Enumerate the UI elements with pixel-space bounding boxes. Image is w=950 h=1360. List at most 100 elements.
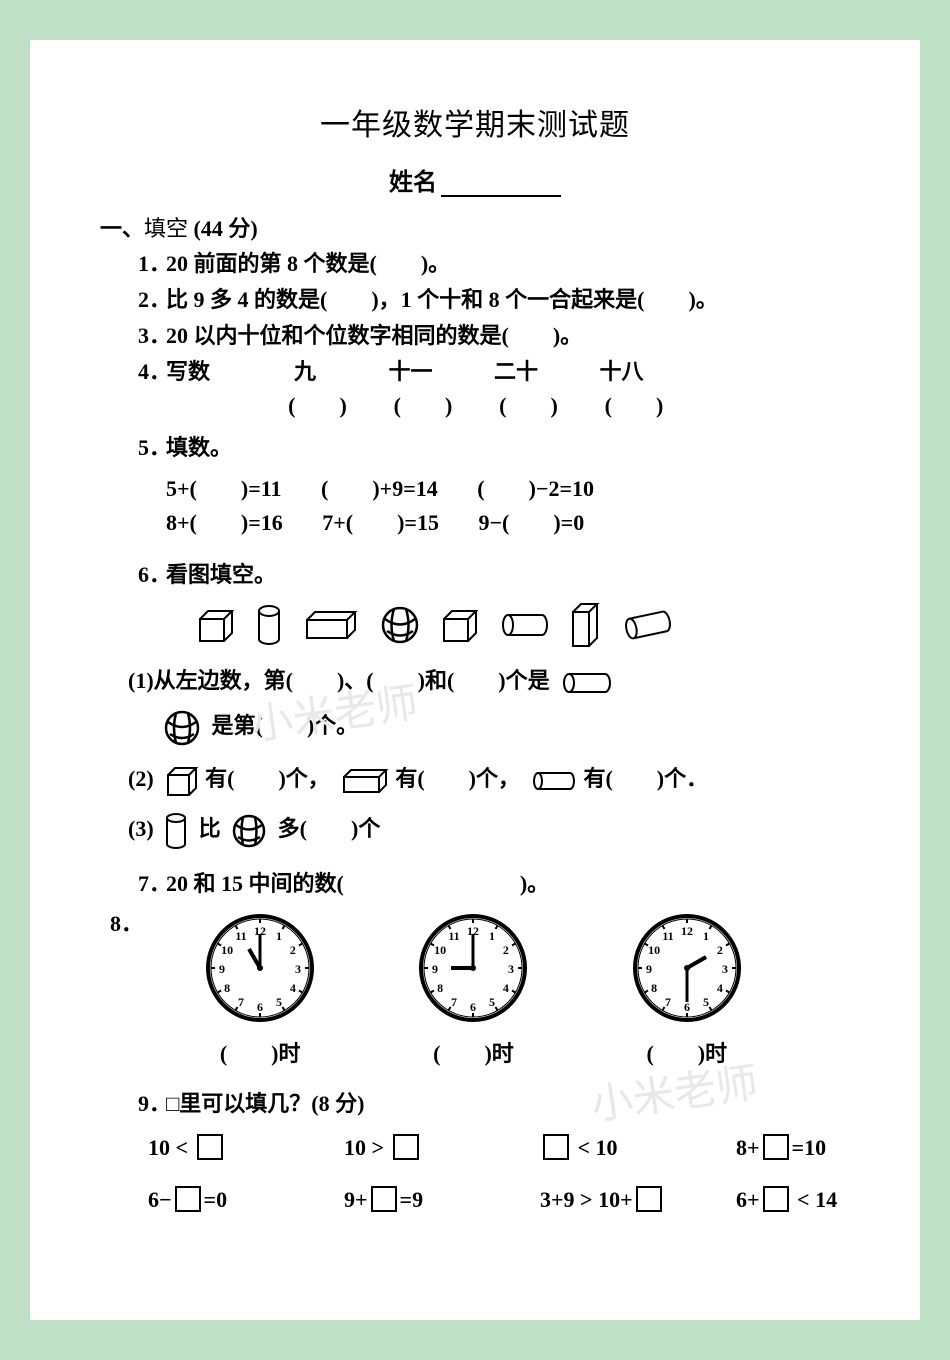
q9-cell: 6+ < 14 — [736, 1183, 876, 1217]
fill-box — [371, 1186, 397, 1212]
svg-text:3: 3 — [722, 962, 728, 976]
fill-box — [175, 1186, 201, 1212]
svg-text:3: 3 — [295, 962, 301, 976]
q-label: □里可以填几？(8 分) — [166, 1091, 364, 1116]
clock-icon: 121234567891011 — [205, 913, 315, 1023]
question-6: 6．看图填空。 (1)从左边数，第( )、( — [138, 558, 850, 851]
name-label: 姓名 — [389, 170, 437, 196]
clock-icon: 121234567891011 — [632, 913, 742, 1023]
sub-text: (1)从左边数，第( )、( )和( )个是 — [128, 668, 550, 693]
q-text: 20 前面的第 8 个数是( )。 — [166, 251, 450, 276]
equation: 5+( )=11 — [166, 476, 282, 501]
word: 二十 — [466, 355, 566, 389]
cube-icon — [438, 605, 480, 645]
equation: ( )+9=14 — [321, 476, 438, 501]
svg-text:1: 1 — [489, 929, 495, 943]
section-points: (44 分) — [188, 216, 258, 241]
cylinder-icon — [254, 603, 284, 647]
sub-text: 有( )个， — [205, 766, 330, 791]
clock-label: ( )时 — [632, 1037, 742, 1071]
q9-grid: 10 < 10 > < 108+=10 6−=09+=93+9 > 10+6+ <… — [148, 1131, 850, 1217]
question-3: 3．20 以内十位和个位数字相同的数是( )。 — [138, 319, 850, 353]
sub-text: 有( )个． — [583, 766, 708, 791]
blank: ( ) — [584, 389, 684, 423]
fill-box — [763, 1186, 789, 1212]
question-8: 8． 121234567891011 ( )时 121234567891011 … — [110, 907, 850, 1073]
ball-icon — [379, 604, 421, 646]
q-num: 9． — [138, 1087, 166, 1121]
q-num: 6． — [138, 558, 166, 592]
svg-text:5: 5 — [703, 995, 709, 1009]
sub-num: (2) — [128, 766, 154, 791]
clock-item: 121234567891011 ( )时 — [632, 913, 742, 1071]
svg-text:9: 9 — [646, 962, 652, 976]
sub-text: 比 — [199, 816, 221, 841]
svg-text:11: 11 — [662, 929, 673, 943]
clocks-row: 121234567891011 ( )时 121234567891011 ( )… — [154, 913, 794, 1071]
q-num: 4． — [138, 355, 166, 389]
q9-row: 10 < 10 > < 108+=10 — [148, 1131, 850, 1165]
cylinder-lying-icon — [619, 608, 677, 642]
svg-text:1: 1 — [703, 929, 709, 943]
q9-cell: 6−=0 — [148, 1183, 288, 1217]
svg-text:4: 4 — [717, 981, 723, 995]
cuboid-icon — [301, 608, 361, 642]
svg-text:2: 2 — [717, 943, 723, 957]
blank: ( ) — [373, 389, 473, 423]
svg-text:11: 11 — [449, 929, 460, 943]
svg-text:9: 9 — [219, 962, 225, 976]
q-num: 2． — [138, 283, 166, 317]
equation: ( )−2=10 — [477, 476, 594, 501]
q6-sub1: (1)从左边数，第( )、( )和( )个是 — [128, 664, 850, 698]
svg-text:5: 5 — [276, 995, 282, 1009]
word: 十八 — [572, 355, 672, 389]
question-1: 1．20 前面的第 8 个数是( )。 — [138, 247, 850, 281]
svg-text:2: 2 — [503, 943, 509, 957]
q6-sub3: (3) 比 多( )个 — [128, 811, 850, 851]
svg-text:5: 5 — [489, 995, 495, 1009]
cylinder-lying-icon — [498, 610, 552, 640]
svg-text:12: 12 — [681, 924, 693, 938]
q9-cell: < 10 — [540, 1131, 680, 1165]
page-title: 一年级数学期末测试题 — [100, 100, 850, 144]
question-5: 5．填数。 5+( )=11 ( )+9=14 ( )−2=10 8+( )=1… — [138, 431, 850, 539]
q-num: 3． — [138, 319, 166, 353]
q9-row: 6−=09+=93+9 > 10+6+ < 14 — [148, 1183, 850, 1217]
ball-icon — [162, 708, 202, 748]
cuboid-tall-icon — [569, 600, 601, 650]
q-label: 填数。 — [166, 435, 232, 460]
clock-item: 121234567891011 ( )时 — [418, 913, 528, 1071]
q9-cell: 8+=10 — [736, 1131, 876, 1165]
clock-item: 121234567891011 ( )时 — [205, 913, 315, 1071]
q9-cell: 10 < — [148, 1131, 288, 1165]
svg-text:8: 8 — [224, 981, 230, 995]
ball-icon — [230, 812, 268, 850]
q-text: 20 和 15 中间的数( )。 — [166, 871, 549, 896]
svg-text:9: 9 — [432, 962, 438, 976]
svg-text:7: 7 — [238, 995, 244, 1009]
svg-text:3: 3 — [508, 962, 514, 976]
svg-text:4: 4 — [290, 981, 296, 995]
cylinder-lying-icon — [529, 768, 579, 794]
q-num: 5． — [138, 431, 166, 465]
section-heading: 一、填空 (44 分) — [100, 211, 850, 243]
question-list: 1．20 前面的第 8 个数是( )。 2．比 9 多 4 的数是( )，1 个… — [138, 247, 850, 1217]
name-underline — [441, 195, 561, 197]
q-text: 比 9 多 4 的数是( )，1 个十和 8 个一合起来是( )。 — [166, 287, 718, 312]
equation: 8+( )=16 — [166, 510, 283, 535]
sub-text: 有( )个， — [395, 766, 520, 791]
svg-text:7: 7 — [451, 995, 457, 1009]
clock-icon: 121234567891011 — [418, 913, 528, 1023]
q-label: 看图填空。 — [166, 562, 276, 587]
q-label: 写数 — [166, 359, 210, 384]
section-name: 填空 — [144, 216, 188, 241]
svg-text:7: 7 — [665, 995, 671, 1009]
fill-box — [393, 1134, 419, 1160]
question-7: 7．20 和 15 中间的数( )。 — [138, 867, 850, 901]
question-2: 2．比 9 多 4 的数是( )，1 个十和 8 个一合起来是( )。 — [138, 283, 850, 317]
q-num: 7． — [138, 867, 166, 901]
svg-text:6: 6 — [684, 1000, 690, 1014]
q9-cell: 10 > — [344, 1131, 484, 1165]
equation: 9−( )=0 — [478, 510, 584, 535]
word: 九 — [255, 355, 355, 389]
